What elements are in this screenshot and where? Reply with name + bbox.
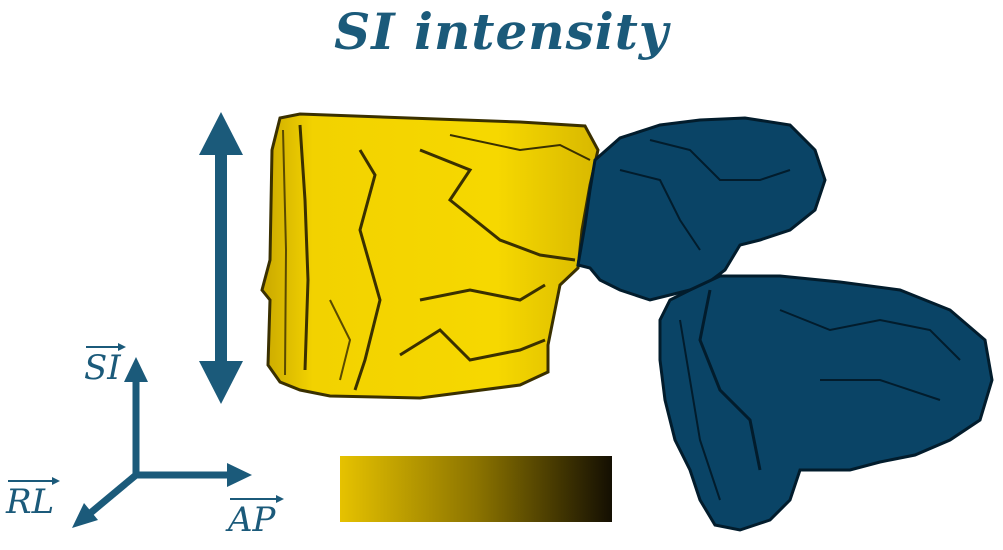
axis-label-ap: AP — [228, 495, 284, 540]
vertebral-body — [260, 112, 600, 400]
intensity-gradient-bar — [340, 456, 612, 522]
coordinate-axes — [72, 357, 252, 528]
axis-label-rl-text: RL — [6, 482, 55, 522]
posterior-elements — [576, 116, 994, 532]
figure-title: SI intensity — [334, 2, 669, 61]
axis-label-si: SI — [84, 343, 126, 388]
axis-label-si-text: SI — [84, 348, 121, 388]
si-double-arrow — [199, 112, 243, 404]
axis-label-rl: RL — [6, 477, 60, 522]
vector-arrow-icon — [230, 495, 284, 503]
vector-arrow-icon — [86, 343, 126, 351]
vector-arrow-icon — [8, 477, 60, 485]
axis-label-ap-text: AP — [228, 500, 276, 540]
